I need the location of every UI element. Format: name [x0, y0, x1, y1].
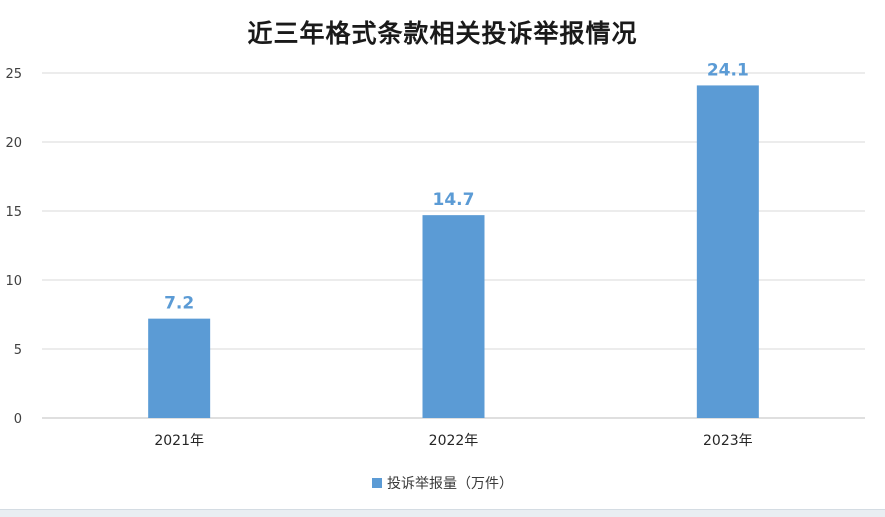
bar [696, 85, 759, 419]
y-tick-label: 10 [5, 274, 22, 289]
y-tick-label: 25 [5, 67, 22, 82]
x-tick-label: 2021年 [154, 433, 204, 449]
y-tick-label: 0 [14, 412, 22, 427]
y-tick-label: 5 [14, 343, 22, 358]
x-tick-label: 2023年 [703, 433, 753, 449]
legend-swatch [372, 478, 382, 488]
data-label: 24.1 [707, 60, 749, 80]
x-tick-label: 2022年 [429, 433, 479, 449]
data-label: 7.2 [164, 294, 194, 314]
legend-label: 投诉举报量（万件） [387, 476, 513, 492]
bar [422, 215, 485, 418]
data-label: 14.7 [433, 190, 475, 210]
y-tick-label: 20 [5, 136, 22, 151]
bar [148, 318, 211, 418]
chart-title: 近三年格式条款相关投诉举报情况 [247, 19, 638, 48]
legend: 投诉举报量（万件） [0, 473, 885, 493]
bottom-strip [0, 509, 885, 517]
y-tick-label: 15 [5, 205, 22, 220]
